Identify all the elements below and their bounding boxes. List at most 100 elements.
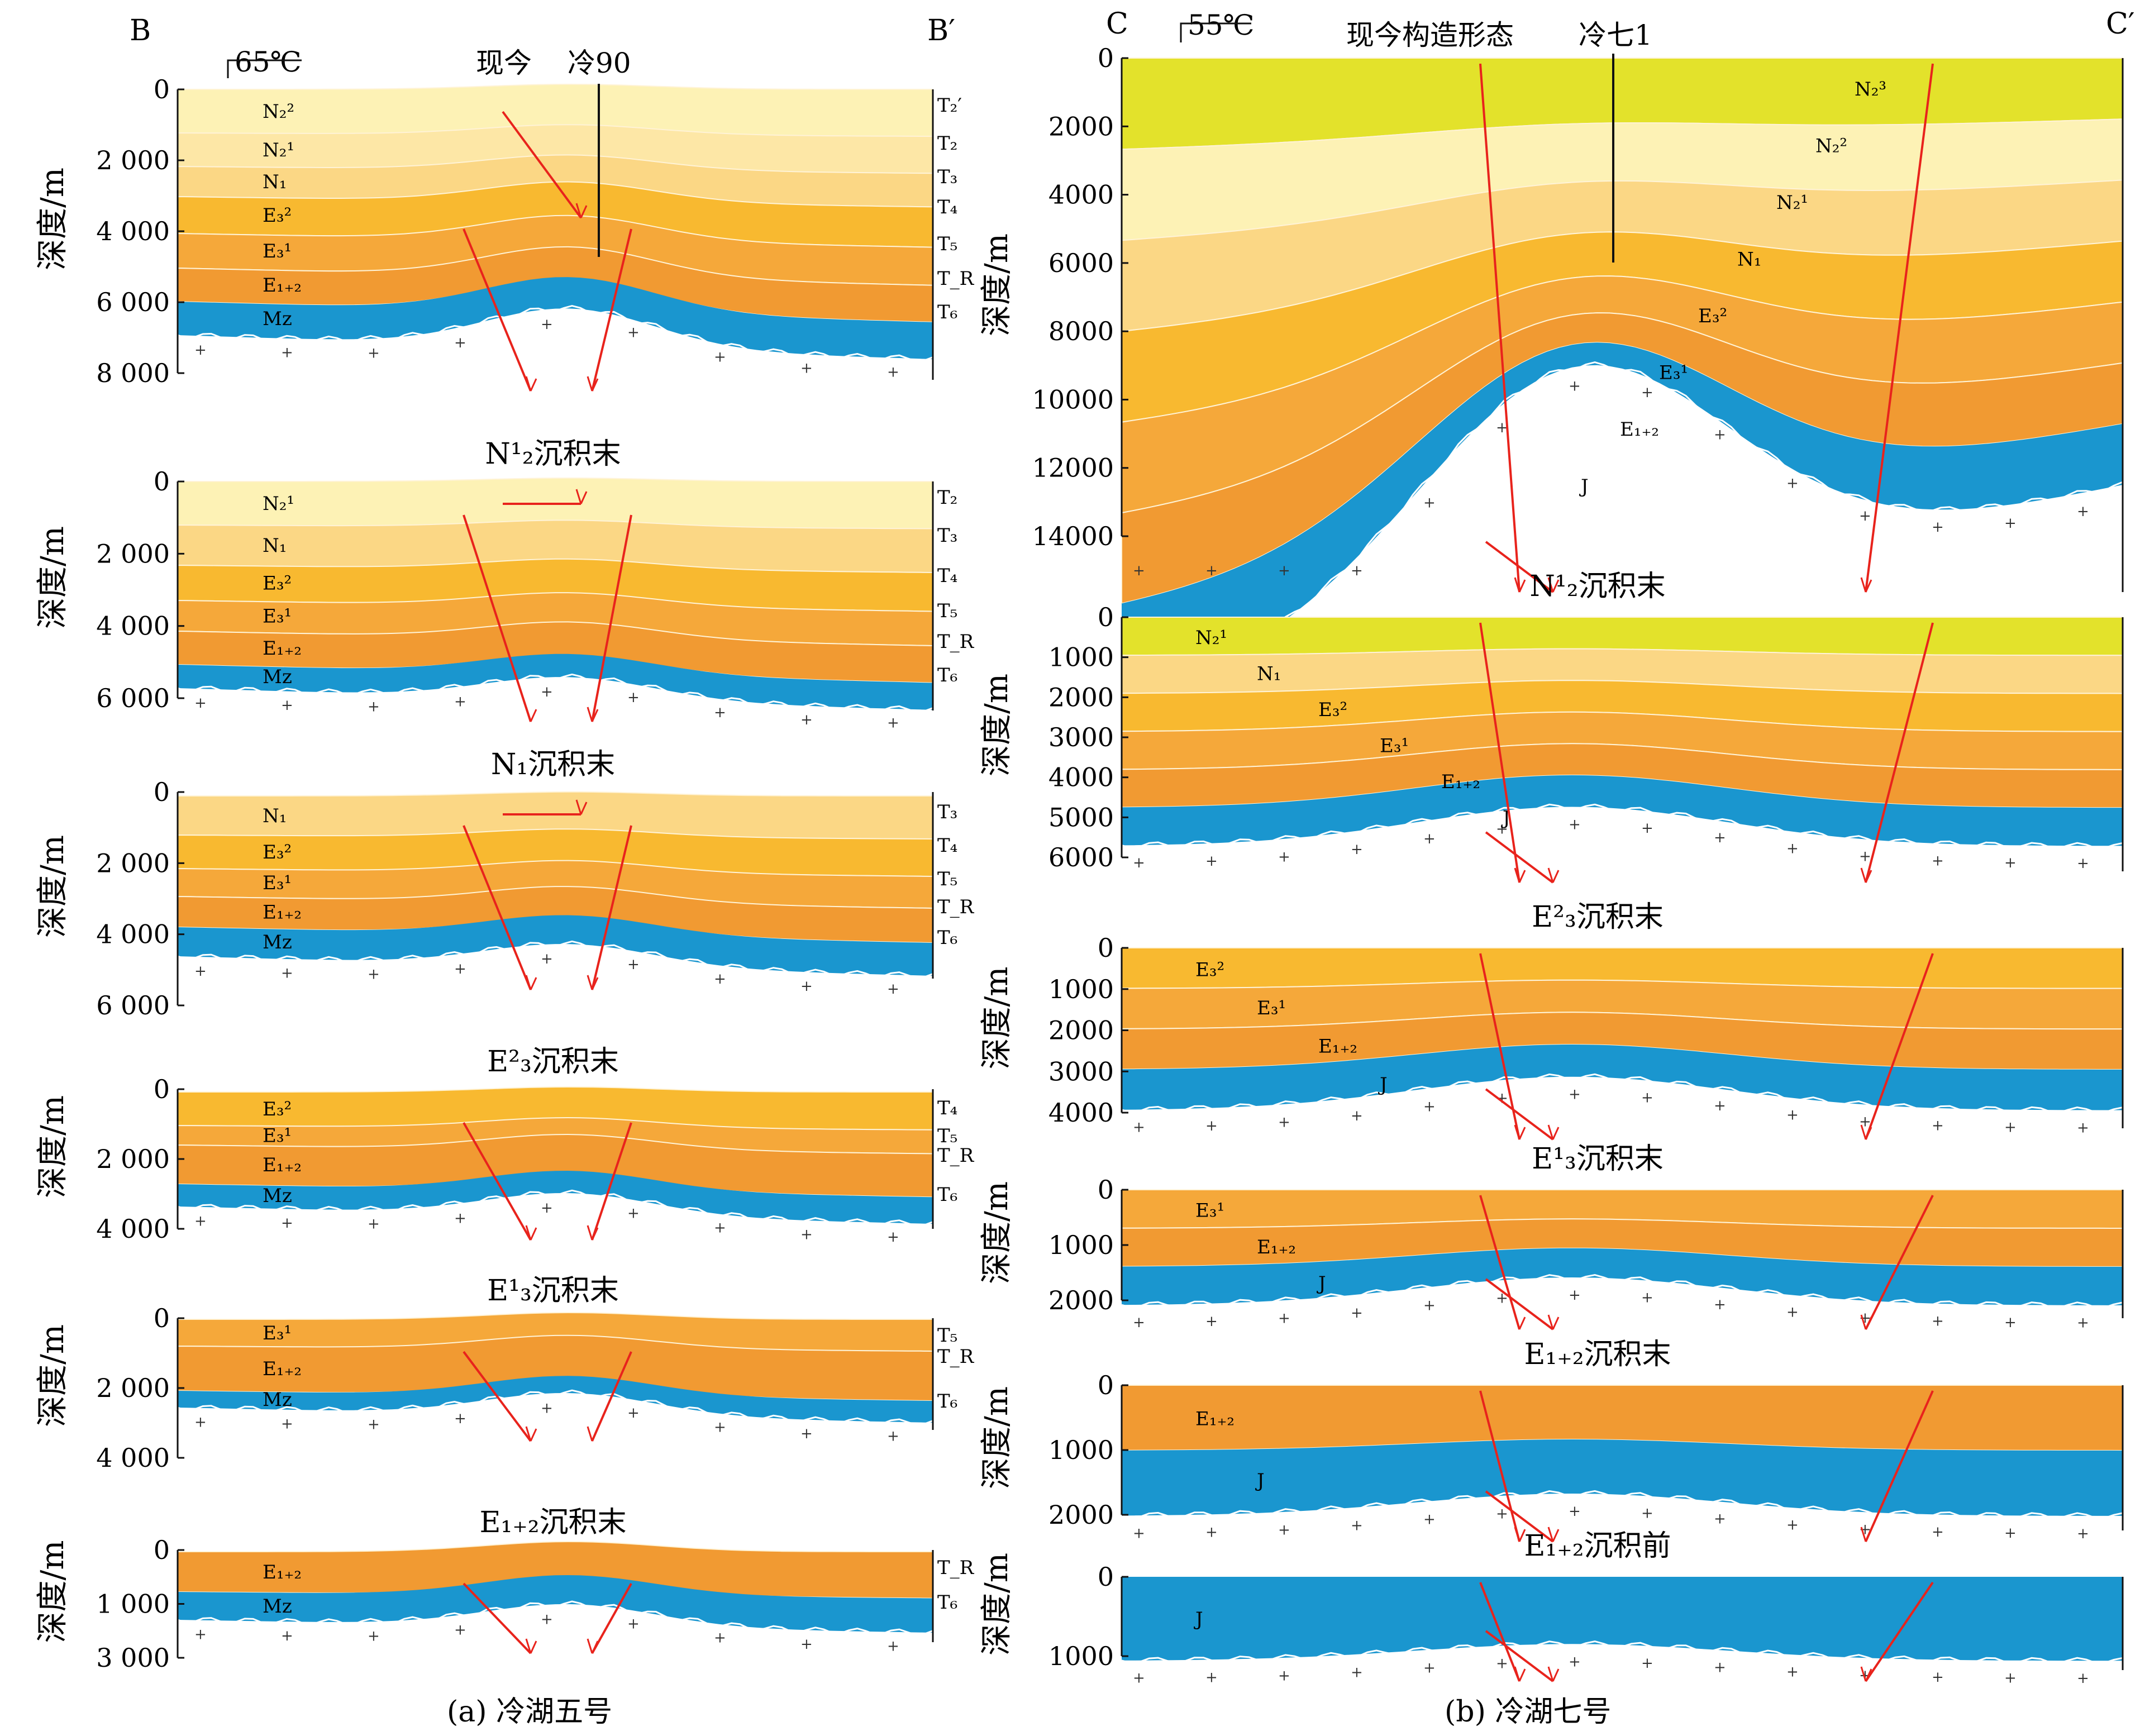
strata-unit-label: E₃² [1195, 958, 1224, 981]
right-panel-2-tick-label: 3000 [1048, 722, 1114, 752]
temperature-bracket [227, 59, 302, 78]
horizon-marker: T₂′ [937, 94, 962, 117]
granite-symbol: + [1496, 1656, 1508, 1672]
granite-symbol: + [2004, 515, 2017, 532]
unconformity-line [1121, 1490, 2123, 1519]
granite-symbol: + [454, 693, 466, 710]
horizon-marker: T₄ [937, 1097, 957, 1119]
right-panel-4-axis-title: 深度/m [979, 1181, 1015, 1284]
right-panel-6-axis-title: 深度/m [979, 1553, 1015, 1656]
granite-symbol: + [714, 1219, 726, 1236]
granite-symbol: + [627, 689, 640, 706]
horizon-marker: T₂ [937, 487, 957, 509]
left-panel-2-tick-label: 2 000 [96, 538, 170, 569]
left-panel-4-axis-title: 深度/m [35, 1095, 71, 1198]
left-panel-2: N¹₂沉积末 + + + + + + + + +0 2 000 4 000 6 000 深度/m N₂¹ N₁… [35, 437, 975, 732]
fault-east [591, 1122, 632, 1241]
fault-east [1865, 1581, 1934, 1682]
right-panel-1-tick-label: 0 [1098, 43, 1114, 73]
granite-symbol: + [1932, 1118, 1944, 1134]
fault-east [591, 228, 632, 392]
granite-symbol: + [714, 971, 726, 988]
unconformity-line [1121, 1073, 2123, 1114]
strata-unit-label: N₂¹ [1195, 627, 1227, 649]
fault-west-arrow-icon [525, 975, 537, 990]
strata-unit-label: N₁ [1257, 663, 1281, 685]
strata-unit-label: E₃¹ [263, 1125, 292, 1147]
granite-symbol: + [1278, 1667, 1290, 1684]
granite-symbol: + [1569, 817, 1581, 833]
left-panel-5-tick-label: 4 000 [96, 1443, 170, 1473]
strata-unit-label: Mz [263, 308, 292, 330]
fault-central-arrow-icon [1514, 1124, 1526, 1140]
granite-symbol: + [1641, 1505, 1653, 1522]
granite-symbol: + [887, 1229, 899, 1246]
granite-symbol: + [1351, 562, 1363, 579]
strata-unit-label: E₁₊₂ [1441, 771, 1480, 793]
left-panel-2-tick-label: 4 000 [96, 611, 170, 641]
fault-east [1865, 1195, 1934, 1330]
left-panel-title: E²₃沉积末 [487, 1045, 619, 1079]
fault-east-arrow-icon [1860, 1314, 1872, 1330]
right-panel-3-tick-label: 3000 [1048, 1056, 1114, 1086]
granite-symbol: + [1205, 1669, 1218, 1686]
left-panel-1-tick-label: 4 000 [96, 216, 170, 246]
horizon-marker: T₅ [937, 868, 957, 890]
horizon-marker: T_R [937, 1144, 975, 1167]
fault-west [463, 825, 532, 990]
granite-symbol: + [1569, 1653, 1581, 1670]
horizon-marker: T₅ [937, 600, 957, 622]
left-panel-1-axis-title: 深度/m [35, 168, 71, 270]
right-panel-1-tick-label: 10000 [1032, 384, 1114, 414]
granite-symbol: + [627, 1616, 640, 1633]
left-panel-5: E¹₃沉积末 + + + + + + + + +0 2 000 4 000 深度/m E₃¹ E₁₊₂ Mz T… [35, 1274, 975, 1473]
granite-symbol: + [800, 1425, 813, 1442]
fault-west [463, 1122, 532, 1241]
strata-unit-label: E₁₊₂ [263, 637, 302, 660]
granite-symbol: + [887, 1638, 899, 1655]
granite-symbol: + [1714, 1659, 1726, 1676]
right-panel-2-tick-label: 0 [1098, 602, 1114, 632]
strata-unit-label: E₁₊₂ [263, 1154, 302, 1176]
strata-unit-label: N₂² [1815, 135, 1847, 157]
right-panel-2: N¹₂沉积末 + + + + + + + + + + + + + +0 1000 2000 3000 4000 500… [979, 570, 2124, 884]
right-panel-1-tick-label: 6000 [1048, 248, 1114, 278]
left-panel-title: E₁₊₂沉积末 [479, 1506, 626, 1539]
granite-symbol: + [1714, 1098, 1726, 1114]
right-panels: + + + ++++ +++++ ++02000400060008000100001200… [979, 43, 2124, 1687]
fault-minor-arrow-icon [1547, 1124, 1560, 1140]
granite-symbol: + [194, 342, 207, 359]
granite-symbol: + [1133, 855, 1145, 871]
right-panel-2-tick-label: 1000 [1048, 642, 1114, 673]
right-panel-3-axis-title: 深度/m [979, 967, 1015, 1070]
caption-right: (b) 冷湖七号 [1445, 1695, 1611, 1729]
granite-symbol: + [1133, 1119, 1145, 1136]
horizon-marker: T₄ [937, 834, 957, 857]
fault-east-arrow-icon [1860, 1666, 1872, 1682]
granite-symbol: + [1423, 1099, 1436, 1115]
fault-minor [1485, 1490, 1554, 1543]
fault-east-arrow-icon [1860, 867, 1872, 883]
granite-symbol: + [2004, 1670, 2017, 1687]
granite-symbol: + [541, 1611, 553, 1628]
fault-east [591, 514, 632, 722]
granite-symbol: + [800, 1636, 813, 1653]
right-panel-2-axis-title: 深度/m [979, 674, 1015, 776]
granite-symbol: + [1786, 1304, 1799, 1321]
left-panel-title: N₁沉积末 [491, 748, 615, 781]
horizon-marker: T_R [937, 896, 975, 918]
fault-east-arrow-icon [587, 707, 599, 722]
left-panel-5-tick-label: 2 000 [96, 1373, 170, 1403]
granite-symbol: + [454, 1410, 466, 1427]
granite-symbol: + [281, 1628, 293, 1644]
temperature-label: 65℃ [235, 46, 302, 78]
fault-west [463, 1582, 532, 1654]
right-panel-1-tick-label: 14000 [1032, 521, 1114, 551]
granite-symbol: + [1786, 840, 1799, 857]
granite-symbol: + [1932, 853, 1944, 870]
right-panel-title: N¹₂沉积末 [1529, 570, 1665, 603]
strata-unit-label: Mz [263, 666, 292, 688]
